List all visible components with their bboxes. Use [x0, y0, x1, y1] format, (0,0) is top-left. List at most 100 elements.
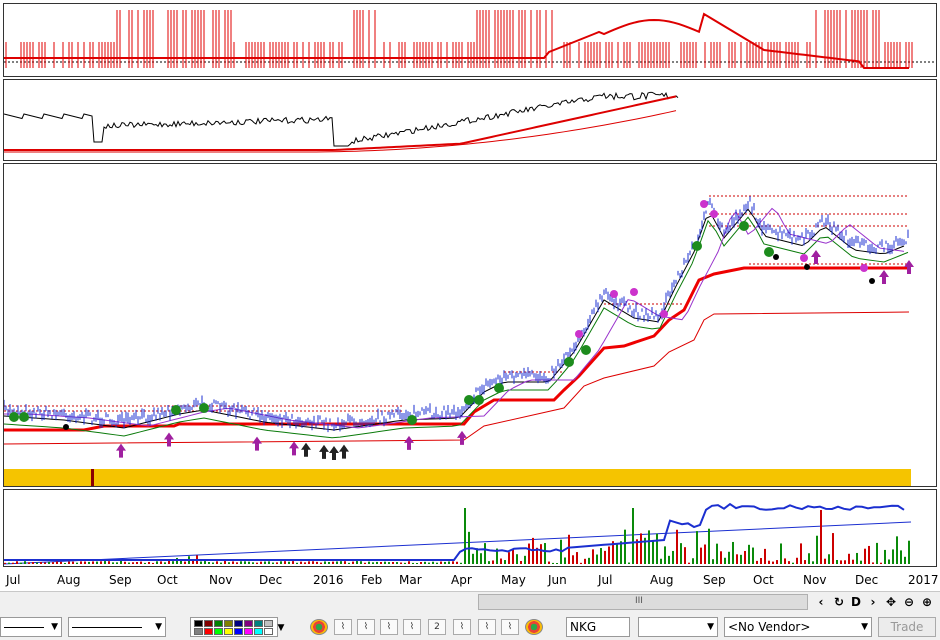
- browser-2-icon[interactable]: [525, 619, 543, 635]
- volume-bar: [888, 559, 890, 564]
- color-swatch[interactable]: [254, 628, 263, 635]
- volume-bar: [864, 548, 866, 564]
- color-swatch[interactable]: [244, 628, 253, 635]
- color-swatch[interactable]: [194, 628, 203, 635]
- chart-compare-icon[interactable]: ⌇: [453, 619, 471, 635]
- volume-bar: [868, 545, 870, 564]
- volume-bar: [604, 550, 606, 564]
- chart-indicator-icon[interactable]: ⌇: [501, 619, 519, 635]
- signal-circle-icon: [764, 247, 774, 257]
- volume-bar: [472, 553, 474, 564]
- symbol-dropdown[interactable]: ▼: [638, 617, 718, 637]
- volume-bar: [88, 561, 90, 564]
- refresh-icon[interactable]: ↻: [833, 595, 845, 609]
- volume-bar: [712, 559, 714, 564]
- signal-circle-icon: [474, 395, 484, 405]
- volume-bar: [168, 560, 170, 564]
- expand-icon[interactable]: ✥: [885, 595, 897, 609]
- chart-volume-icon[interactable]: ⌇: [478, 619, 496, 635]
- month-label: Jul: [598, 573, 613, 587]
- skull-icon: [575, 330, 583, 338]
- daily-button[interactable]: D: [851, 595, 861, 609]
- volume-bar: [648, 530, 650, 564]
- zoom-in-icon[interactable]: ⊕: [921, 595, 933, 609]
- symbol-input[interactable]: NKG: [566, 617, 630, 637]
- color-swatch[interactable]: [264, 628, 273, 635]
- volume-bar: [904, 556, 906, 564]
- indicator-pane-top[interactable]: [3, 3, 937, 77]
- color-swatch[interactable]: [224, 620, 233, 627]
- horizontal-scrollbar[interactable]: III: [478, 594, 808, 610]
- volume-bar: [520, 560, 522, 564]
- indicator-chart-top: [4, 10, 936, 69]
- chart-bar-icon[interactable]: ⌇: [380, 619, 398, 635]
- color-swatch[interactable]: [234, 620, 243, 627]
- color-palette[interactable]: [190, 617, 278, 637]
- volume-bar: [440, 561, 442, 564]
- palette-dropdown-icon[interactable]: ▼: [277, 623, 285, 633]
- color-swatch[interactable]: [194, 620, 203, 627]
- chart-2-icon[interactable]: 2: [428, 619, 446, 635]
- volume-bar: [376, 561, 378, 564]
- volume-bar: [16, 561, 18, 564]
- color-swatch[interactable]: [254, 620, 263, 627]
- volume-bar: [492, 560, 494, 564]
- volume-bar: [816, 535, 818, 564]
- volume-bar: [248, 561, 250, 564]
- line-style-select[interactable]: ▼: [0, 617, 62, 637]
- browser-icon[interactable]: [310, 619, 328, 635]
- volume-bar: [884, 549, 886, 564]
- volume-bar: [44, 562, 46, 564]
- volume-bar: [276, 562, 278, 564]
- color-swatch[interactable]: [244, 620, 253, 627]
- volume-bar: [280, 561, 282, 564]
- volume-bar: [556, 562, 558, 564]
- volume-bar: [448, 561, 450, 564]
- volume-bar: [152, 562, 154, 564]
- color-swatch[interactable]: [214, 628, 223, 635]
- zoom-out-icon[interactable]: ⊖: [903, 595, 915, 609]
- volume-pane[interactable]: [3, 489, 937, 567]
- volume-bar: [20, 562, 22, 564]
- color-swatch[interactable]: [224, 628, 233, 635]
- volume-bar: [344, 561, 346, 564]
- color-swatch[interactable]: [234, 628, 243, 635]
- chart-icon[interactable]: ⌇: [334, 619, 352, 635]
- scroll-right-button[interactable]: ›: [870, 595, 876, 609]
- color-swatch[interactable]: [204, 628, 213, 635]
- volume-bar: [764, 548, 766, 564]
- chart-line-icon[interactable]: ⌇: [357, 619, 375, 635]
- volume-bar: [68, 561, 70, 564]
- volume-bar: [824, 558, 826, 564]
- volume-bar: [880, 562, 882, 564]
- vendor-select[interactable]: <No Vendor> ▼: [724, 617, 872, 637]
- skull-icon: [710, 210, 718, 218]
- volume-bar: [784, 558, 786, 564]
- chart-area-icon[interactable]: ⌇: [403, 619, 421, 635]
- volume-bar: [84, 561, 86, 564]
- signal-circle-icon: [199, 403, 209, 413]
- color-swatch[interactable]: [264, 620, 273, 627]
- skull-icon: [800, 254, 808, 262]
- trade-button[interactable]: Trade: [878, 617, 936, 637]
- color-swatch[interactable]: [204, 620, 213, 627]
- month-label: Feb: [361, 573, 383, 587]
- month-label: Sep: [703, 573, 726, 587]
- volume-bar: [664, 546, 666, 564]
- volume-bar: [264, 561, 266, 564]
- month-label: Nov: [803, 573, 827, 587]
- month-label: 2017: [908, 573, 939, 587]
- volume-bar: [368, 561, 370, 564]
- volume-bar: [676, 529, 678, 564]
- relative-strength-ma2-line: [4, 110, 677, 153]
- price-chart-pane[interactable]: [3, 163, 937, 487]
- volume-bar: [116, 562, 118, 564]
- volume-bar: [172, 561, 174, 564]
- color-swatch[interactable]: [214, 620, 223, 627]
- volume-bar: [120, 561, 122, 564]
- scroll-left-button[interactable]: ‹: [818, 595, 824, 609]
- line-width-select[interactable]: ▼: [68, 617, 166, 637]
- relative-strength-pane[interactable]: [3, 79, 937, 161]
- volume-bar: [128, 562, 130, 564]
- skull-icon: [700, 200, 708, 208]
